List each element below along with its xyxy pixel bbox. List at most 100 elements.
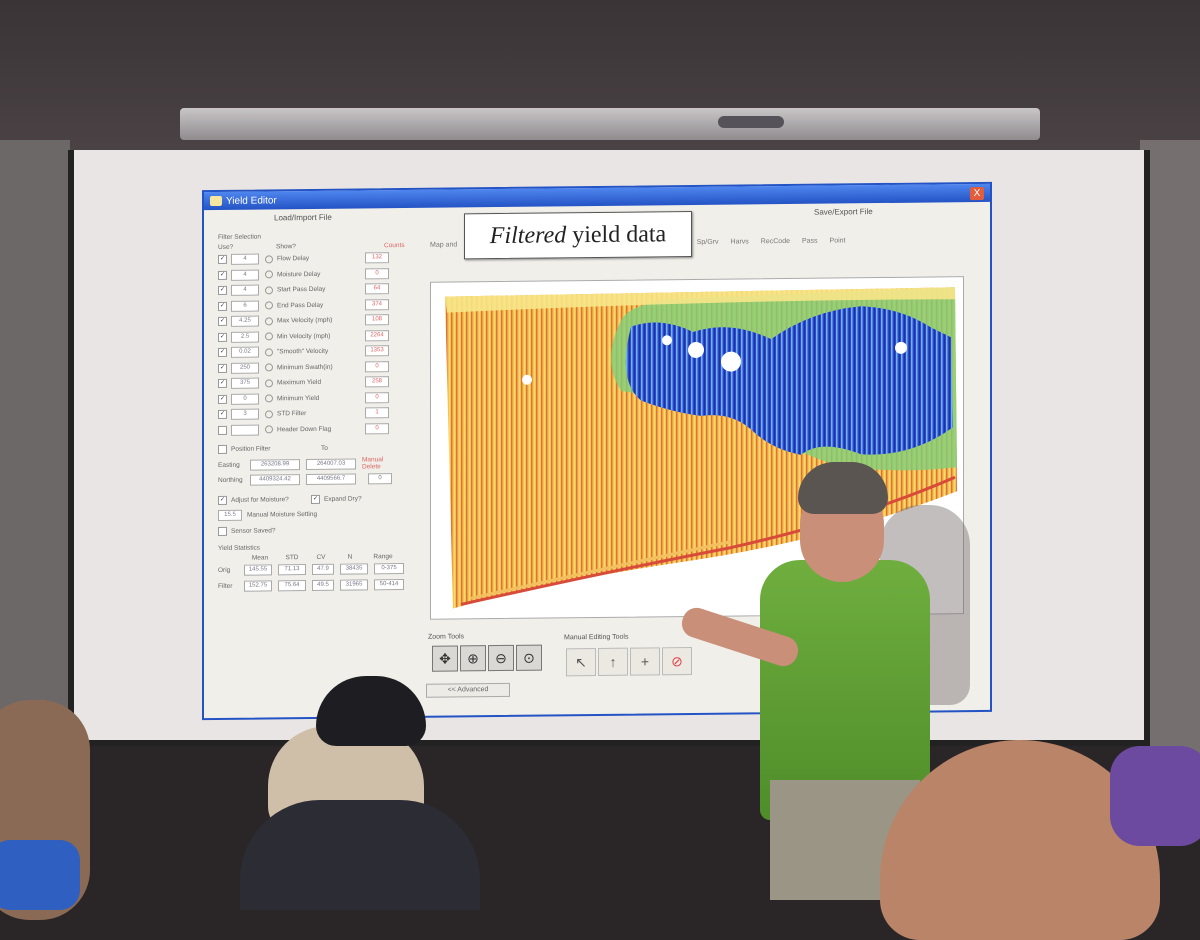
- position-filter-checkbox[interactable]: [218, 445, 227, 455]
- filter-show-radio[interactable]: [265, 348, 273, 357]
- easting-to-field[interactable]: 264007.03: [306, 458, 356, 470]
- filter-label: Minimum Swath(in): [277, 363, 333, 372]
- stats-header: Mean: [251, 553, 269, 562]
- filter-use-checkbox[interactable]: ✓: [218, 255, 227, 265]
- map-menu-item[interactable]: Harvs: [730, 238, 749, 246]
- moisture-setting-field[interactable]: 15.5: [218, 509, 242, 522]
- filter-value-field[interactable]: 4: [231, 253, 259, 266]
- wall-right: [1140, 140, 1200, 760]
- filter-label: Moisture Delay: [277, 270, 321, 279]
- filter-label: Start Pass Delay: [277, 286, 326, 294]
- filter-show-radio[interactable]: [265, 379, 273, 388]
- northing-label: Northing: [218, 476, 243, 485]
- stats-header: CV: [316, 553, 326, 561]
- map-menu-item[interactable]: Point: [829, 237, 846, 245]
- adjust-moisture-checkbox[interactable]: ✓: [218, 495, 227, 505]
- stats-std: 75.64: [278, 579, 306, 592]
- stats-n: 38435: [340, 563, 368, 575]
- filter-label: Header Down Flag: [277, 425, 332, 434]
- projector-screen-housing: [180, 108, 1040, 140]
- stats-mean: 145.55: [244, 564, 272, 576]
- filter-show-radio[interactable]: [265, 255, 273, 264]
- filter-value-field[interactable]: 6: [231, 300, 259, 312]
- window-title: Yield Editor: [226, 194, 277, 207]
- position-to-label: To: [321, 445, 328, 453]
- stats-range: 50-414: [374, 578, 404, 591]
- audience-body-dark: [240, 800, 480, 910]
- filter-show-radio[interactable]: [265, 286, 273, 295]
- filter-use-checkbox[interactable]: ✓: [218, 394, 227, 404]
- filter-value-field[interactable]: 375: [231, 377, 259, 390]
- filter-show-radio[interactable]: [265, 394, 273, 403]
- filter-value-field[interactable]: 250: [231, 362, 259, 374]
- col-use: Use?: [218, 243, 234, 251]
- filter-value-field[interactable]: 0.02: [231, 346, 259, 359]
- col-show: Show?: [276, 242, 296, 250]
- audience-cap-black: [316, 676, 426, 746]
- close-icon[interactable]: X: [970, 186, 984, 200]
- filter-show-radio[interactable]: [265, 410, 273, 419]
- audience-left-shirt: [0, 840, 80, 910]
- filter-show-radio[interactable]: [265, 317, 273, 326]
- filter-show-radio[interactable]: [265, 363, 273, 372]
- filter-label: Flow Delay: [277, 255, 310, 263]
- filter-show-radio[interactable]: [265, 332, 273, 341]
- filter-value-field[interactable]: [231, 424, 259, 436]
- stats-std: 71.13: [278, 564, 306, 576]
- northing-to-field[interactable]: 4409566.7: [306, 473, 356, 486]
- arrow-up-icon[interactable]: ↑: [598, 647, 628, 676]
- pan-icon[interactable]: ✥: [432, 645, 458, 672]
- northing-from-field[interactable]: 4409324.42: [250, 474, 300, 486]
- map-menu-item[interactable]: Map and: [430, 241, 458, 249]
- zoom-tools-label: Zoom Tools: [428, 633, 465, 641]
- filter-row: Header Down Flag 0: [218, 420, 414, 438]
- filter-use-checkbox[interactable]: ✓: [218, 348, 227, 358]
- filter-use-checkbox[interactable]: ✓: [218, 332, 227, 342]
- filter-value-field[interactable]: 2.5: [231, 331, 259, 343]
- filter-use-checkbox[interactable]: ✓: [218, 301, 227, 311]
- easting-label: Easting: [218, 461, 240, 469]
- filter-value-field[interactable]: 0: [231, 393, 259, 405]
- stats-row-label: Orig: [218, 567, 231, 575]
- filter-section-title: Filter Selection: [218, 233, 261, 241]
- expand-dry-checkbox[interactable]: ✓: [311, 494, 320, 504]
- audience-right-purple: [1110, 746, 1200, 846]
- plus-icon[interactable]: +: [630, 647, 660, 676]
- moisture-setting-label: Manual Moisture Setting: [247, 511, 318, 519]
- filter-use-checkbox[interactable]: ✓: [218, 410, 227, 420]
- presenter-shirt: [760, 560, 930, 820]
- filter-value-field[interactable]: 3: [231, 408, 259, 421]
- delete-icon[interactable]: ⊘: [662, 647, 692, 676]
- filter-value-field[interactable]: 4: [231, 269, 259, 281]
- filter-label: Minimum Yield: [277, 394, 320, 403]
- stats-row: Filter 152.75 75.64 49.5 31965 50-414: [218, 576, 414, 594]
- map-menu-item[interactable]: RecCode: [760, 237, 790, 246]
- map-menu-item[interactable]: Sp/Grv: [696, 238, 719, 246]
- filter-use-checkbox[interactable]: ✓: [218, 286, 227, 296]
- tab-save-export[interactable]: Save/Export File: [814, 207, 873, 217]
- filter-value-field[interactable]: 4.25: [231, 315, 259, 328]
- filter-show-radio[interactable]: [265, 301, 273, 310]
- sensor-saved-checkbox[interactable]: [218, 526, 227, 536]
- filter-use-checkbox[interactable]: ✓: [218, 270, 227, 280]
- filter-label: Min Velocity (mph): [277, 332, 331, 341]
- map-menu-item[interactable]: Pass: [801, 237, 818, 245]
- zoom-extent-icon[interactable]: ⊙: [516, 644, 542, 671]
- projector-logo: [718, 116, 784, 128]
- pointer-icon[interactable]: ↖: [566, 648, 596, 677]
- filter-show-radio[interactable]: [265, 425, 273, 434]
- tab-load-import[interactable]: Load/Import File: [274, 212, 332, 223]
- stats-cv: 49.5: [312, 579, 334, 591]
- filter-use-checkbox[interactable]: ✓: [218, 379, 227, 389]
- stats-rows: Orig 145.55 71.13 47.9 38435 0-375 Filter 152.7…: [218, 561, 414, 594]
- filter-use-checkbox[interactable]: ✓: [218, 363, 227, 373]
- zoom-out-icon[interactable]: ⊖: [488, 644, 514, 672]
- stats-n: 31965: [340, 579, 368, 591]
- filter-use-checkbox[interactable]: [218, 425, 227, 435]
- filter-use-checkbox[interactable]: ✓: [218, 317, 227, 327]
- filter-value-field[interactable]: 4: [231, 284, 259, 297]
- zoom-in-icon[interactable]: ⊕: [460, 645, 486, 672]
- filter-show-radio[interactable]: [265, 270, 273, 279]
- advanced-button[interactable]: << Advanced: [426, 682, 510, 698]
- easting-from-field[interactable]: 263208.99: [250, 458, 300, 471]
